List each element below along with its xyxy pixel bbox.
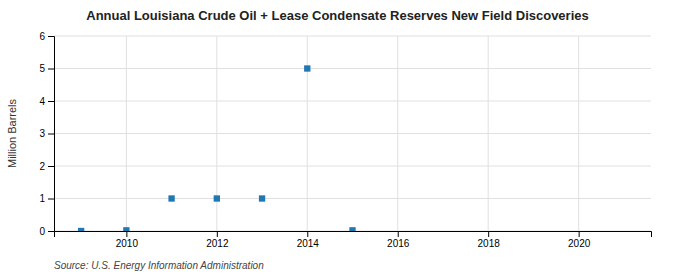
x-tick: 2010 <box>116 231 139 249</box>
y-grid-line <box>54 101 651 102</box>
y-axis: 0 1 2 3 4 5 6 <box>39 31 54 237</box>
y-tick: 2 <box>39 161 54 172</box>
y-tick: 3 <box>39 128 54 139</box>
x-tick-mark <box>398 231 399 237</box>
points <box>78 65 356 231</box>
y-tick-label: 6 <box>39 31 45 42</box>
source-note: Source: U.S. Energy Information Administ… <box>54 260 264 271</box>
y-tick: 0 <box>39 226 54 237</box>
y-grid-line <box>54 166 651 167</box>
y-grid-line <box>54 36 651 37</box>
x-tick-label: 2012 <box>206 238 229 249</box>
x-tick: 2018 <box>478 231 501 249</box>
y-tick-label: 2 <box>39 161 45 172</box>
x-tick: 2020 <box>568 231 591 249</box>
y-tick-label: 3 <box>39 128 45 139</box>
y-tick-mark <box>48 166 54 167</box>
y-tick: 4 <box>39 96 54 107</box>
data-point <box>168 195 174 201</box>
y-axis-title: Million Barrels <box>6 98 18 168</box>
y-tick-mark <box>48 36 54 37</box>
grid <box>54 36 651 231</box>
chart-title: Annual Louisiana Crude Oil + Lease Conde… <box>86 8 588 23</box>
y-tick-mark <box>48 231 54 232</box>
x-tick-label: 2016 <box>387 238 410 249</box>
x-tick: 2014 <box>297 231 320 249</box>
y-tick-label: 1 <box>39 193 45 204</box>
y-tick-mark <box>48 69 54 70</box>
y-tick-mark <box>48 101 54 102</box>
y-tick-label: 0 <box>39 226 45 237</box>
x-tick-mark <box>217 231 218 237</box>
x-tick-mark <box>488 231 489 237</box>
y-tick-label: 4 <box>39 96 45 107</box>
y-tick: 6 <box>39 31 54 42</box>
x-tick-mark <box>579 231 580 237</box>
x-tick-mark <box>307 231 308 237</box>
x-axis-line <box>55 232 652 238</box>
y-tick-label: 5 <box>39 63 45 74</box>
chart-svg: 2010 2012 2014 2016 2018 2020 0 1 2 3 4 5 6 Annual Lo… <box>0 0 675 275</box>
data-point <box>123 227 129 231</box>
y-axis-line <box>48 37 55 232</box>
x-tick: 2016 <box>387 231 410 249</box>
y-tick: 1 <box>39 193 54 204</box>
x-tick: 2012 <box>206 231 229 249</box>
data-point <box>349 227 355 231</box>
y-tick-mark <box>48 134 54 135</box>
chart-container: 2010 2012 2014 2016 2018 2020 0 1 2 3 4 5 6 Annual Lo… <box>0 0 675 275</box>
data-point <box>214 195 220 201</box>
data-point <box>78 228 84 231</box>
x-tick-label: 2018 <box>478 238 501 249</box>
y-grid-line <box>54 198 651 199</box>
x-tick-mark <box>126 231 127 237</box>
y-grid-line <box>54 68 651 69</box>
y-grid-line <box>54 133 651 134</box>
data-point <box>259 195 265 201</box>
y-tick: 5 <box>39 63 54 74</box>
y-tick-mark <box>48 199 54 200</box>
x-axis: 2010 2012 2014 2016 2018 2020 <box>55 231 652 249</box>
x-tick-label: 2020 <box>568 238 591 249</box>
x-tick-label: 2014 <box>297 238 320 249</box>
data-point <box>304 65 310 71</box>
x-tick-label: 2010 <box>116 238 139 249</box>
